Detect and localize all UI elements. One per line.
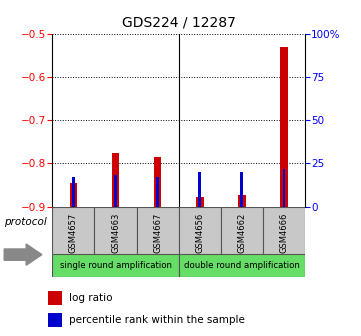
Bar bbox=[196, 197, 204, 207]
Bar bbox=[280, 47, 288, 207]
Text: GSM4667: GSM4667 bbox=[153, 212, 162, 253]
Text: double round amplification: double round amplification bbox=[184, 261, 300, 270]
Text: log ratio: log ratio bbox=[69, 293, 112, 303]
Text: protocol: protocol bbox=[4, 217, 47, 227]
Bar bbox=[48, 291, 62, 305]
FancyBboxPatch shape bbox=[263, 207, 305, 254]
Bar bbox=[114, 175, 117, 207]
Text: GSM4666: GSM4666 bbox=[279, 212, 288, 253]
Bar bbox=[72, 177, 75, 207]
Text: GSM4663: GSM4663 bbox=[111, 212, 120, 253]
Text: GSM4656: GSM4656 bbox=[195, 212, 204, 253]
FancyArrow shape bbox=[4, 244, 42, 265]
FancyBboxPatch shape bbox=[179, 254, 305, 277]
Text: percentile rank within the sample: percentile rank within the sample bbox=[69, 315, 244, 325]
Bar bbox=[240, 172, 243, 207]
Bar bbox=[112, 153, 119, 207]
Bar bbox=[70, 183, 77, 207]
FancyBboxPatch shape bbox=[136, 207, 179, 254]
Bar bbox=[238, 195, 245, 207]
FancyBboxPatch shape bbox=[52, 254, 179, 277]
Bar bbox=[283, 169, 286, 207]
Text: single round amplification: single round amplification bbox=[60, 261, 171, 270]
Text: GSM4662: GSM4662 bbox=[238, 212, 246, 253]
Bar bbox=[48, 313, 62, 327]
FancyBboxPatch shape bbox=[95, 207, 136, 254]
FancyBboxPatch shape bbox=[179, 207, 221, 254]
FancyBboxPatch shape bbox=[221, 207, 263, 254]
Bar bbox=[198, 172, 201, 207]
FancyBboxPatch shape bbox=[52, 207, 95, 254]
Text: GSM4657: GSM4657 bbox=[69, 212, 78, 253]
Title: GDS224 / 12287: GDS224 / 12287 bbox=[122, 16, 236, 30]
Bar bbox=[156, 177, 159, 207]
Bar bbox=[154, 157, 161, 207]
